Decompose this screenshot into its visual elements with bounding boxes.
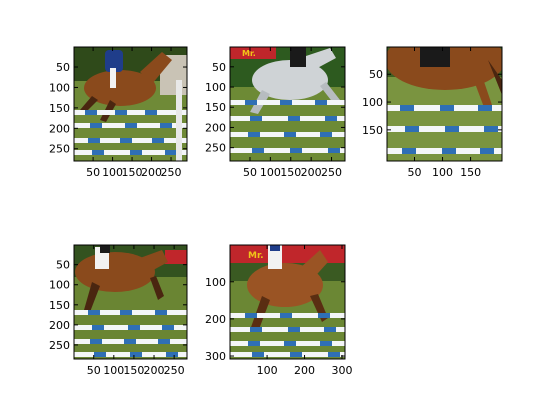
axes-frame-1 (73, 46, 188, 162)
x-tick-label: 200 (141, 166, 162, 179)
y-tick-label: 100 (49, 81, 70, 94)
y-tick-label: 200 (205, 313, 226, 326)
axes-frame-3 (386, 46, 503, 162)
y-tick-label: 250 (205, 142, 226, 155)
subplot-5: Mr. (205, 244, 353, 377)
x-tick-label: 200 (301, 166, 322, 179)
x-tick-label: 250 (161, 166, 182, 179)
y-tick-label: 150 (362, 124, 383, 137)
x-tick-label: 150 (280, 166, 301, 179)
subplot-2: Mr. (205, 46, 346, 179)
y-tick-label: 50 (369, 68, 383, 81)
y-tick-label: 100 (205, 276, 226, 289)
x-tick-label: 200 (294, 364, 315, 377)
y-tick-label: 200 (49, 319, 70, 332)
y-tick-label: 50 (56, 61, 70, 74)
y-tick-label: 50 (212, 61, 226, 74)
subplot-3: 50 100 150 50 100 150 (362, 46, 503, 179)
x-tick-label: 300 (332, 364, 353, 377)
y-tick-label: 50 (56, 259, 70, 272)
y-tick-label: 100 (205, 81, 226, 94)
y-tick-label: 150 (205, 101, 226, 114)
axes-frame-2 (229, 46, 346, 162)
x-tick-label: 150 (122, 166, 143, 179)
x-tick-label: 100 (103, 364, 124, 377)
x-tick-label: 100 (260, 166, 281, 179)
axis-ticks-5: 100 200 300 100 200 300 (205, 245, 353, 377)
y-tick-label: 150 (49, 299, 70, 312)
axis-ticks-3: 50 100 150 50 100 150 (362, 47, 502, 179)
axes-frame-5 (229, 244, 346, 360)
x-tick-label: 100 (257, 364, 278, 377)
y-tick-label: 200 (49, 122, 70, 135)
y-tick-label: 100 (49, 279, 70, 292)
x-tick-label: 250 (321, 166, 342, 179)
x-tick-label: 100 (102, 166, 123, 179)
banner-text-5: Mr. (248, 251, 264, 261)
x-tick-label: 50 (87, 364, 101, 377)
image-3 (387, 47, 502, 161)
image-4 (74, 245, 187, 359)
x-tick-label: 50 (86, 166, 100, 179)
x-tick-label: 150 (460, 166, 481, 179)
y-tick-label: 250 (49, 143, 70, 156)
banner-text-2: Mr. (242, 49, 256, 58)
x-tick-label: 50 (407, 166, 421, 179)
y-tick-label: 200 (205, 121, 226, 134)
x-tick-label: 100 (432, 166, 453, 179)
x-tick-label: 250 (164, 364, 185, 377)
axes-frame-4 (73, 244, 188, 360)
y-tick-label: 250 (49, 339, 70, 352)
y-tick-label: 300 (205, 350, 226, 363)
image-5: Mr. (230, 245, 345, 359)
image-1 (74, 47, 187, 161)
x-tick-label: 200 (144, 364, 165, 377)
y-tick-label: 100 (362, 96, 383, 109)
y-tick-label: 150 (49, 102, 70, 115)
image-2: Mr. (230, 47, 345, 161)
x-tick-label: 150 (123, 364, 144, 377)
x-tick-label: 50 (243, 166, 257, 179)
